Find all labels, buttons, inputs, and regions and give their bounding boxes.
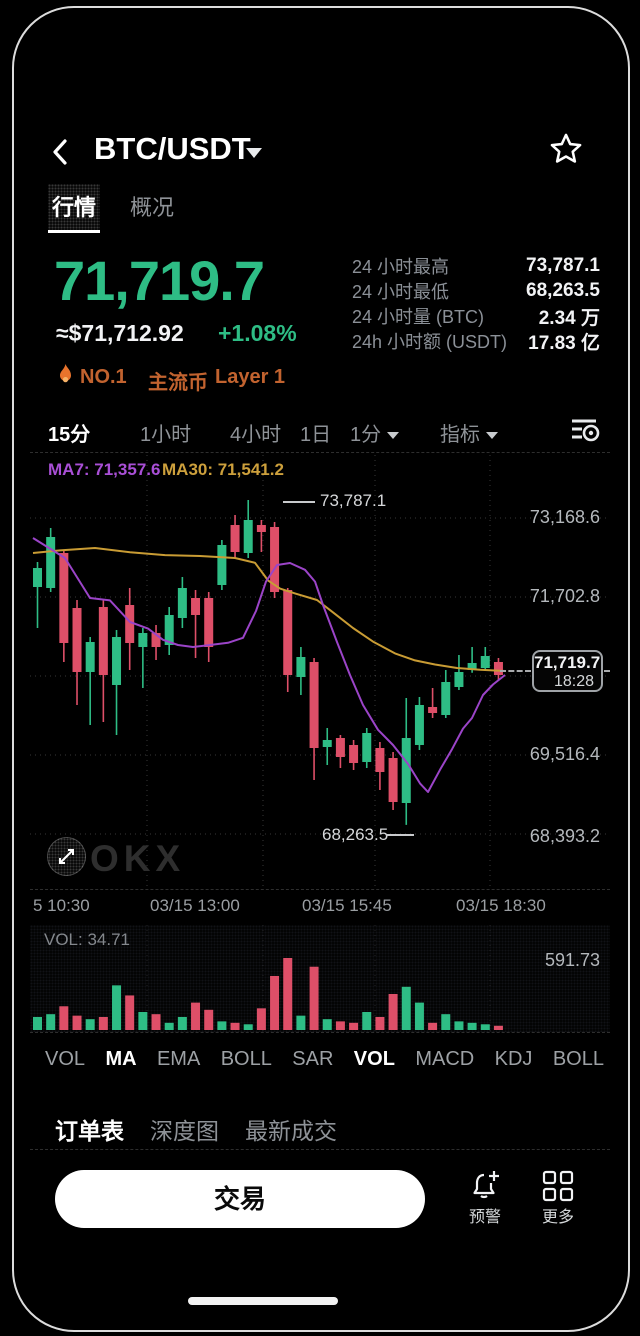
indicator-ema[interactable]: EMA xyxy=(156,1048,201,1070)
tab-depth-chart[interactable]: 深度图 xyxy=(150,1118,219,1144)
low-pointer-line xyxy=(386,834,414,836)
indicator-sar[interactable]: SAR xyxy=(292,1048,334,1070)
timeframe-4h[interactable]: 4小时 xyxy=(230,424,282,446)
expand-arrows-icon xyxy=(59,849,74,864)
indicator-tabs: VOL MA EMA BOLL SAR VOL MACD KDJ BOLL xyxy=(45,1048,604,1071)
divider xyxy=(30,1032,610,1033)
ma30-label: MA30: 71,541.2 xyxy=(162,460,284,479)
ma7-label: MA7: 71,357.6 xyxy=(48,460,161,479)
stat-high-label: 24 小时最高 xyxy=(352,257,450,277)
indicator-ma[interactable]: MA xyxy=(105,1048,137,1070)
indicator-vol-main[interactable]: VOL xyxy=(45,1048,86,1070)
high-annotation: 73,787.1 xyxy=(320,491,387,510)
last-price-line xyxy=(604,670,610,672)
badge-no1: NO.1 xyxy=(80,366,127,388)
stat-low-value: 68,263.5 xyxy=(526,280,600,301)
alert-button[interactable] xyxy=(468,1168,502,1207)
timeframe-1h[interactable]: 1小时 xyxy=(140,424,192,446)
y-tick: 73,168.6 xyxy=(529,507,600,527)
tab-quotes-underline xyxy=(48,230,100,233)
flame-icon xyxy=(57,364,74,391)
timeframe-more-label: 1分 xyxy=(350,424,382,446)
stat-high: 24 小时最高 73,787.1 xyxy=(352,254,600,278)
high-pointer-line xyxy=(283,501,315,503)
last-price-tag-time: 18:28 xyxy=(553,673,594,690)
stat-high-value: 73,787.1 xyxy=(526,255,600,276)
star-icon xyxy=(550,133,582,163)
stat-low: 24 小时最低 68,263.5 xyxy=(352,279,600,303)
indicator-macd[interactable]: MACD xyxy=(415,1048,475,1070)
divider xyxy=(30,1149,610,1150)
tab-overview[interactable]: 概况 xyxy=(129,195,174,220)
stat-volume-btc-value: 2.34 万 xyxy=(538,307,600,329)
indicator-boll[interactable]: BOLL xyxy=(220,1048,272,1070)
y-tick: 71,702.8 xyxy=(529,586,600,606)
fiat-price: ≈$71,712.92 xyxy=(56,320,184,346)
indicator-boll-sub[interactable]: BOLL xyxy=(552,1048,604,1070)
volume-current-label: VOL: 34.71 xyxy=(44,930,131,949)
chart-settings-button[interactable] xyxy=(570,417,602,448)
chevron-down-icon xyxy=(486,432,498,439)
last-price: 71,719.7 xyxy=(54,249,265,312)
chevron-left-icon xyxy=(53,139,67,165)
grid-icon xyxy=(542,1170,574,1202)
divider xyxy=(30,452,610,453)
stat-turnover-usdt-label: 24h 小时额 (USDT) xyxy=(352,332,508,352)
last-price-tag: 71,719.7 18:28 xyxy=(532,650,603,692)
more-button[interactable] xyxy=(542,1170,574,1207)
okx-watermark: OKX xyxy=(90,838,186,879)
candlestick-canvas xyxy=(30,455,610,890)
divider xyxy=(30,889,610,890)
favorite-button[interactable] xyxy=(548,131,584,172)
x-tick: 03/15 13:00 xyxy=(150,896,240,915)
stat-volume-btc: 24 小时量 (BTC) 2.34 万 xyxy=(352,304,600,329)
bell-plus-icon xyxy=(473,1171,499,1199)
low-annotation: 68,263.5 xyxy=(322,825,389,844)
chart-settings-icon xyxy=(572,419,600,442)
y-tick: 68,393.2 xyxy=(529,826,600,846)
stat-low-label: 24 小时最低 xyxy=(352,282,450,302)
chevron-down-icon xyxy=(387,432,400,439)
volume-max-label: 591.73 xyxy=(544,950,600,970)
stat-volume-btc-label: 24 小时量 (BTC) xyxy=(352,307,485,327)
x-tick: 03/15 18:30 xyxy=(456,896,546,915)
badge-mainstream: 主流币 xyxy=(148,372,208,394)
stat-turnover-usdt: 24h 小时额 (USDT) 17.83 亿 xyxy=(352,329,600,354)
candlestick-chart[interactable] xyxy=(30,455,610,890)
volume-chart[interactable] xyxy=(30,925,610,1032)
indicator-kdj[interactable]: KDJ xyxy=(494,1048,533,1070)
last-price-tag-price: 71,719.7 xyxy=(534,653,601,672)
volume-canvas xyxy=(33,925,503,1032)
indicator-dropdown-label: 指标 xyxy=(440,424,480,446)
pair-title[interactable]: BTC/USDT xyxy=(94,131,251,166)
alert-label: 预警 xyxy=(468,1209,501,1226)
tab-order-book[interactable]: 订单表 xyxy=(55,1118,124,1144)
indicator-vol-sub[interactable]: VOL xyxy=(353,1048,395,1070)
back-button[interactable] xyxy=(50,138,70,171)
more-label: 更多 xyxy=(541,1209,574,1226)
x-tick: 03/15 15:45 xyxy=(302,896,392,915)
timeframe-1d[interactable]: 1日 xyxy=(300,424,332,446)
indicator-dropdown[interactable]: 指标 xyxy=(440,418,498,447)
fullscreen-button[interactable] xyxy=(47,837,86,876)
stat-turnover-usdt-value: 17.83 亿 xyxy=(528,332,600,354)
last-price-line xyxy=(500,670,531,672)
tab-latest-trades[interactable]: 最新成交 xyxy=(245,1118,337,1144)
timeframe-more-dropdown[interactable]: 1分 xyxy=(350,418,400,447)
home-indicator[interactable] xyxy=(188,1297,338,1305)
tab-quotes[interactable]: 行情 xyxy=(48,184,100,232)
change-percent: +1.08% xyxy=(218,320,297,346)
timeframe-15m[interactable]: 15分 xyxy=(48,424,91,446)
trade-button[interactable]: 交易 xyxy=(55,1170,425,1228)
x-tick: 5 10:30 xyxy=(33,896,90,915)
badge-layer1: Layer 1 xyxy=(215,366,286,388)
y-tick: 69,516.4 xyxy=(529,744,600,764)
pair-dropdown-icon[interactable] xyxy=(246,148,262,158)
